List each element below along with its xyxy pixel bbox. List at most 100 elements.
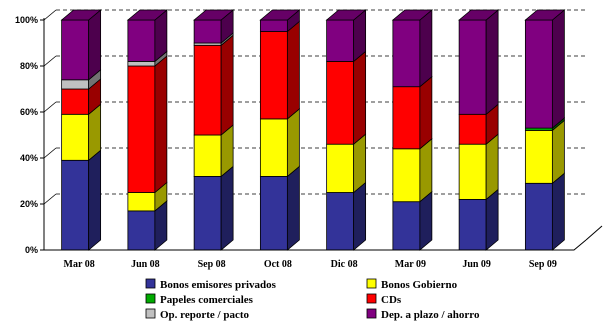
legend-label: Dep. a plazo / ahorro: [381, 309, 480, 321]
y-tick-label: 0%: [25, 245, 38, 255]
bar-front: [193, 134, 222, 177]
x-tick-label: Mar 09: [395, 259, 426, 270]
bar-side: [220, 165, 234, 251]
legend-item-cds: CDs: [366, 293, 402, 306]
bar-segment-papeles-comerciales: [524, 117, 565, 132]
bar-front: [259, 118, 288, 177]
chart-grid: [43, 9, 586, 205]
bar-front: [326, 19, 355, 62]
x-tick-labels: Mar 08 Jun 08 Sep 08 Oct 08 Dic 08 Mar 09 Jun …: [64, 259, 557, 270]
bar-top: [60, 9, 102, 21]
bar-front: [193, 175, 222, 251]
bar-side: [551, 172, 565, 251]
x-tick-label: Sep 09: [529, 259, 557, 270]
bar-segment-cds: [127, 55, 168, 194]
bar-side: [220, 34, 234, 136]
legend-swatch: [145, 293, 156, 304]
bar-front: [259, 31, 288, 120]
bar-top: [325, 9, 367, 21]
bar-front: [61, 88, 90, 115]
bar-top: [126, 9, 168, 21]
bar-segment-cds: [326, 50, 367, 146]
legend-item-dep-a-plazo-ahorro: Dep. a plazo / ahorro: [366, 308, 480, 321]
x-axis: [44, 239, 587, 251]
bar-front: [326, 61, 355, 145]
legend-label: Op. reporte / pacto: [160, 309, 250, 321]
bar-top: [259, 9, 301, 21]
bar-front: [259, 175, 288, 251]
legend-item-op-reporte-pacto: Op. reporte / pacto: [145, 308, 250, 321]
bar-front: [127, 61, 156, 67]
bar-side: [485, 9, 499, 116]
grid-line-depth: [43, 101, 57, 113]
bar-top: [193, 9, 235, 21]
y-tick-label: 40%: [20, 153, 38, 163]
bar-side: [485, 133, 499, 201]
chart-axes: [40, 18, 603, 251]
bar-side: [419, 137, 433, 203]
bar-side: [551, 119, 565, 185]
x-tick-label: Oct 08: [264, 259, 292, 270]
bar-segment-bonos-emisores-privados: [61, 149, 102, 251]
bar-segment-cds: [392, 75, 433, 150]
grid-line-depth: [43, 147, 57, 159]
bar-segment-bonos-emisores-privados: [259, 165, 300, 251]
legend-label: Bonos Gobierno: [381, 279, 458, 291]
bar-segment-dep-a-plazo-ahorro: [127, 9, 168, 63]
chart-bars: [60, 9, 566, 251]
x-tick-label: Jun 09: [462, 259, 491, 270]
bar-front: [458, 19, 487, 115]
bar-front: [61, 19, 90, 81]
bar-front: [458, 198, 487, 251]
bar-segment-dep-a-plazo-ahorro: [458, 9, 499, 116]
legend-label: CDs: [381, 294, 402, 306]
y-tick-label: 80%: [20, 61, 38, 71]
bar-side: [286, 20, 300, 120]
bar-front: [392, 86, 421, 150]
bar-segment-dep-a-plazo-ahorro: [392, 9, 433, 88]
bar-segment-bonos-emisores-privados: [127, 200, 168, 251]
legend-swatch: [366, 278, 377, 289]
grid-line-depth: [43, 193, 57, 205]
bar-front: [127, 65, 156, 193]
legend-swatch: [366, 293, 377, 304]
bar-front: [524, 19, 553, 129]
bar-segment-cds: [193, 34, 234, 136]
bar-side: [419, 75, 433, 150]
grid-line-depth: [43, 9, 57, 21]
bar-front: [259, 19, 288, 32]
bar-segment-dep-a-plazo-ahorro: [61, 9, 102, 81]
x-tick-label: Dic 08: [331, 259, 358, 270]
grid-line-depth: [43, 55, 57, 67]
bar-segment-bonos-gobierno: [524, 119, 565, 185]
bar-front: [61, 113, 90, 161]
bar-segment-bonos-emisores-privados: [524, 172, 565, 251]
x-axis-floor-edge: [585, 225, 603, 241]
bar-side: [419, 9, 433, 88]
x-tick-label: Sep 08: [198, 259, 226, 270]
bar-side: [485, 188, 499, 251]
legend-item-papeles-comerciales: Papeles comerciales: [145, 293, 254, 306]
bar-front: [392, 201, 421, 251]
bar-front: [524, 129, 553, 184]
legend-swatch: [145, 278, 156, 289]
bar-segment-bonos-emisores-privados: [458, 188, 499, 251]
legend-item-bonos-gobierno: Bonos Gobierno: [366, 278, 458, 291]
y-tick-label: 20%: [20, 199, 38, 209]
bar-front: [458, 143, 487, 200]
bar-side: [286, 165, 300, 251]
bar-segment-dep-a-plazo-ahorro: [524, 9, 565, 129]
bar-segment-bonos-gobierno: [193, 124, 234, 178]
bar-segment-bonos-gobierno: [458, 133, 499, 201]
y-tick-label: 100%: [15, 15, 38, 25]
bar-front: [127, 192, 156, 212]
bar-segment-bonos-emisores-privados: [193, 165, 234, 251]
chart-legend: Bonos emisores privados Bonos Gobierno Pap…: [145, 278, 480, 321]
bar-front: [326, 143, 355, 193]
bar-side: [353, 50, 367, 146]
bar-front: [392, 148, 421, 203]
bar-front: [127, 210, 156, 251]
bar-front: [127, 19, 156, 62]
bar-side: [551, 9, 565, 129]
bar-front: [193, 44, 222, 136]
